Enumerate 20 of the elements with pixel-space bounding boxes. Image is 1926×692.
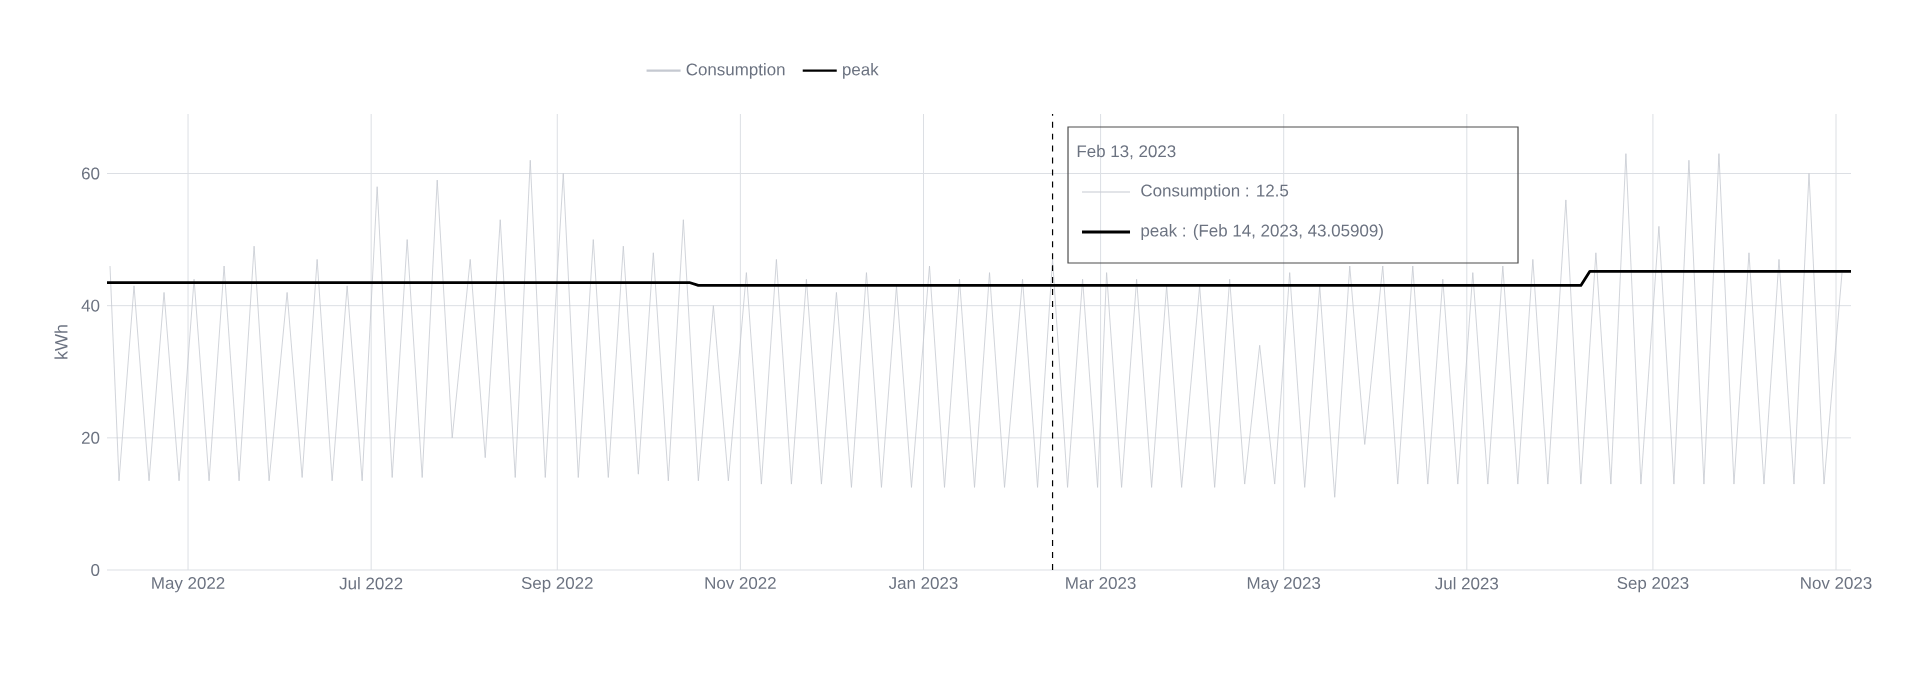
- x-tick-label: Jul 2023: [1435, 577, 1499, 590]
- x-tick-label: May 2023: [1247, 577, 1321, 593]
- x-tick-label: Nov 2023: [1801, 577, 1872, 590]
- annotation: Feb 13, 2023: [1077, 144, 1176, 160]
- x-tick-label: Jan 2023: [888, 577, 958, 590]
- legend-label: peak: [843, 63, 879, 79]
- y-axis-title: kWh: [54, 325, 68, 359]
- y-tick-label: 20: [81, 431, 100, 444]
- y-tick-label: 60: [82, 167, 100, 180]
- x-tick-label: Sep 2023: [1617, 577, 1689, 593]
- x-tick-label: Jul 2022: [339, 577, 403, 590]
- annotation: peak : (Feb 14, 2023, 43.05909): [1141, 224, 1383, 240]
- x-tick-label: Sep 2022: [521, 577, 593, 593]
- legend-label: Consumption: [686, 63, 785, 79]
- annotation: Consumption : 12.5: [1141, 184, 1289, 200]
- y-tick-label: 0: [91, 564, 100, 576]
- x-tick-label: May 2022: [152, 577, 225, 593]
- x-tick-label: Mar 2023: [1066, 577, 1136, 590]
- x-tick-label: Nov 2022: [705, 577, 776, 590]
- y-tick-label: 40: [81, 299, 100, 312]
